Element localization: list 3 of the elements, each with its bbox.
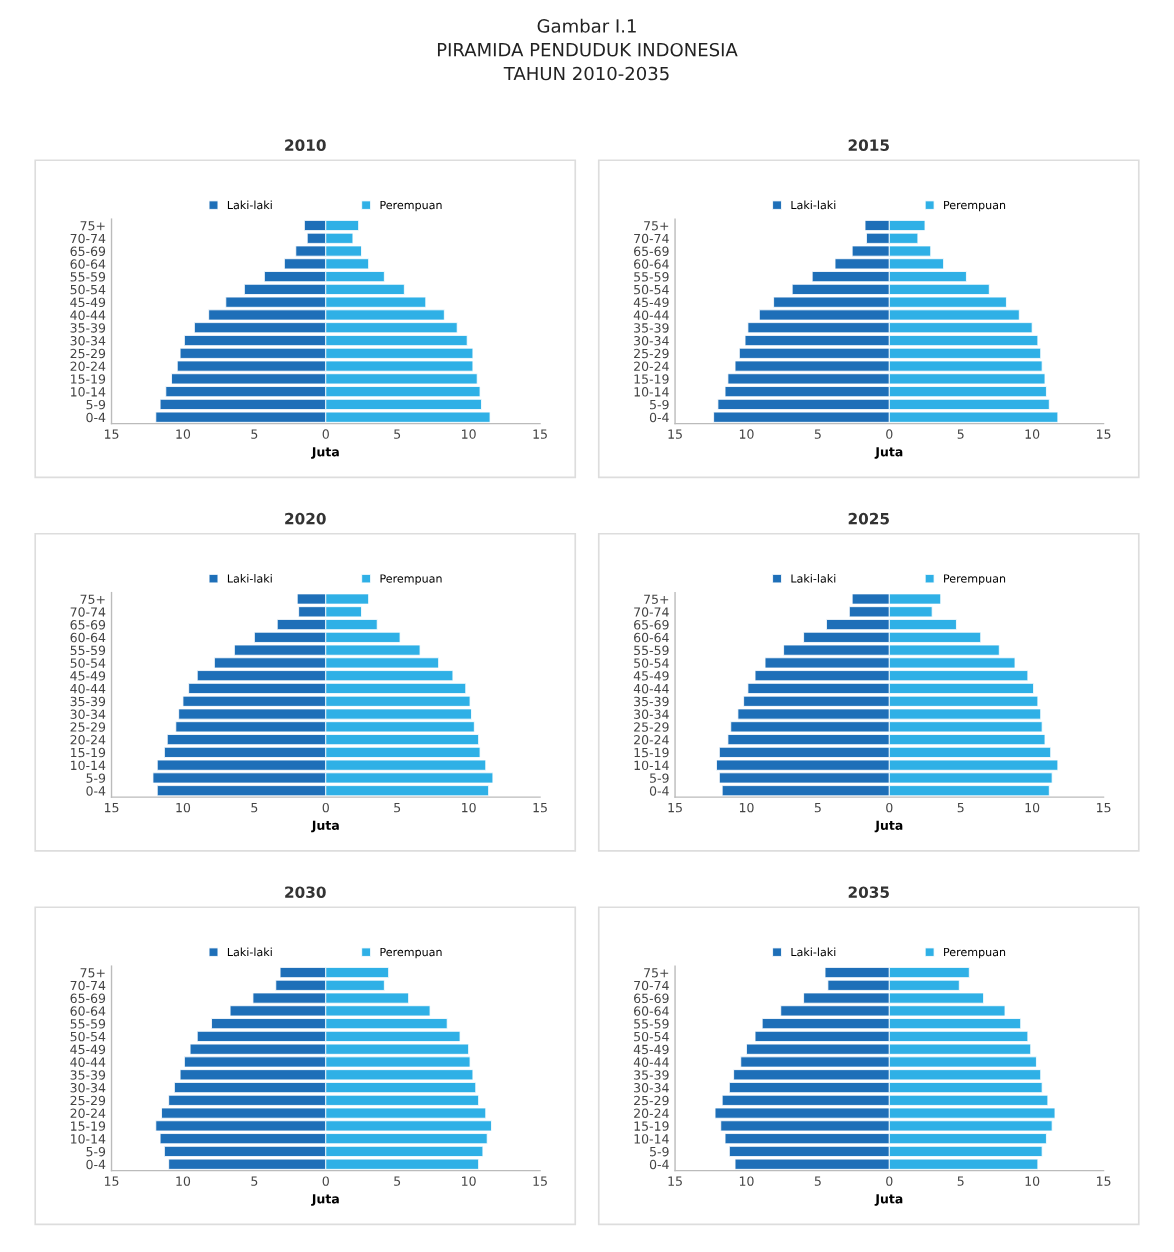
- text: PIRAMIDA PENDUDUK INDONESIA: [437, 42, 738, 57]
- text: Gambar I.1: [537, 18, 636, 33]
- text: TAHUN 2010-2035: [503, 66, 669, 81]
